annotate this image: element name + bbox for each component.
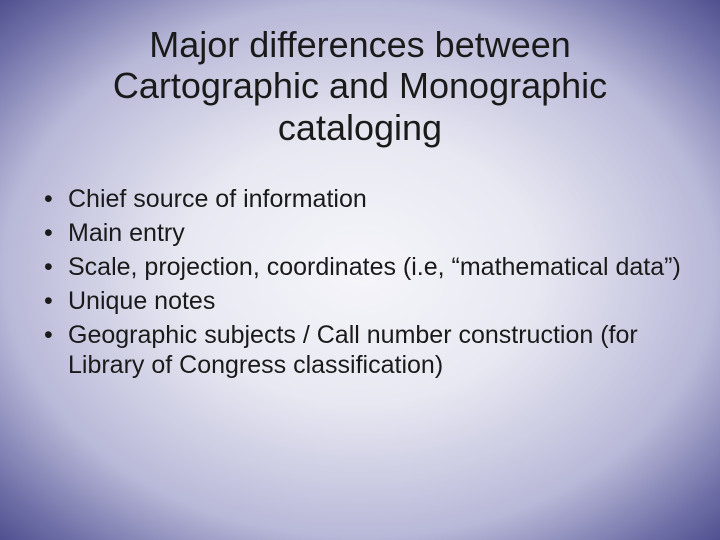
list-item: Geographic subjects / Call number constr…	[40, 320, 684, 380]
list-item: Unique notes	[40, 286, 684, 316]
bullet-list: Chief source of information Main entry S…	[36, 184, 684, 380]
slide: Major differences between Cartographic a…	[0, 0, 720, 540]
list-item: Scale, projection, coordinates (i.e, “ma…	[40, 252, 684, 282]
slide-title: Major differences between Cartographic a…	[36, 24, 684, 148]
list-item: Main entry	[40, 218, 684, 248]
list-item: Chief source of information	[40, 184, 684, 214]
